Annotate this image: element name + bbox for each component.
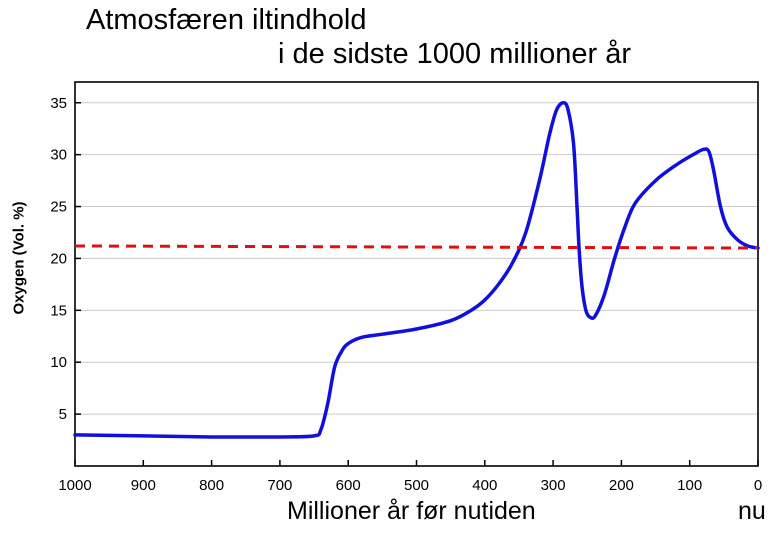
oxygen-series-line: [73, 101, 760, 439]
y-axis-label: Oxygen (Vol. %): [10, 201, 28, 315]
x-axis-label: Millioner år før nutiden: [287, 497, 536, 525]
x-tick-label-0: 0: [754, 477, 762, 494]
x-tick-label-400: 400: [472, 477, 497, 494]
chart-title-line1: Atmosfæren iltindhold: [86, 4, 367, 36]
x-tick-label-200: 200: [609, 477, 634, 494]
reference-line-dashed: [74, 244, 759, 250]
x-axis-end-label: nu: [738, 497, 766, 525]
x-tick-label-600: 600: [336, 477, 361, 494]
chart-title-line2: i de sidste 1000 millioner år: [278, 38, 632, 70]
x-tick-label-900: 900: [131, 477, 156, 494]
x-tick-label-700: 700: [267, 477, 292, 494]
y-tick-label-30: 30: [50, 147, 67, 164]
x-tick-label-500: 500: [404, 477, 429, 494]
x-tick-label-300: 300: [541, 477, 566, 494]
y-tick-label-20: 20: [50, 250, 67, 267]
plot-frame: [74, 81, 759, 467]
y-tick-label-5: 5: [59, 406, 67, 423]
y-tick-label-35: 35: [50, 95, 67, 112]
y-tick-label-10: 10: [50, 354, 67, 371]
y-tick-label-15: 15: [50, 302, 67, 319]
y-tick-label-25: 25: [50, 199, 67, 216]
x-tick-label-800: 800: [199, 477, 224, 494]
x-tick-label-1000: 1000: [58, 477, 91, 494]
x-tick-label-100: 100: [677, 477, 702, 494]
